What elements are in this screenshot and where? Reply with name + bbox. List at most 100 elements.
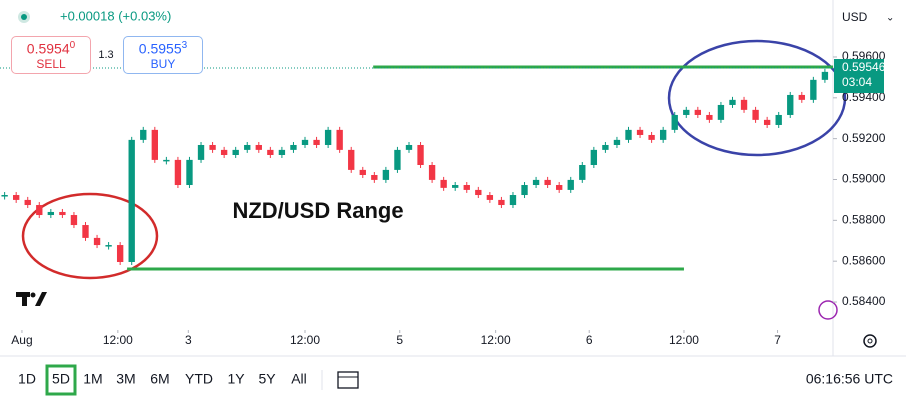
candle — [278, 149, 286, 155]
candle — [579, 165, 586, 180]
candle — [267, 149, 274, 155]
range-selected — [45, 364, 77, 396]
x-tick-label: 5 — [396, 333, 403, 347]
candle — [475, 189, 482, 196]
candle — [24, 199, 31, 206]
candle — [313, 139, 320, 145]
x-tick-label: 7 — [774, 333, 781, 347]
buy-price: 0.5955 — [138, 40, 182, 57]
candle — [648, 134, 655, 140]
settings-icon[interactable] — [863, 334, 877, 348]
candle — [452, 185, 459, 188]
last-price-box — [834, 59, 884, 94]
x-tick-label: 12:00 — [290, 333, 320, 347]
compare-icon[interactable] — [337, 371, 359, 389]
currency-select[interactable]: USD — [842, 10, 868, 24]
candle — [359, 169, 366, 176]
price-change: +0.00018 (+0.03%) — [60, 8, 171, 23]
x-tick-label: 12:00 — [481, 333, 511, 347]
annotation-circle — [667, 39, 847, 157]
candle — [116, 245, 124, 262]
x-tick-label: 3 — [185, 333, 192, 347]
candle — [636, 129, 644, 135]
candle — [232, 149, 239, 155]
candle — [521, 185, 528, 196]
candle — [244, 144, 251, 150]
candle — [140, 129, 147, 140]
candle — [810, 79, 817, 100]
candle — [151, 129, 158, 160]
candle — [659, 129, 667, 140]
alert-icon[interactable] — [818, 300, 838, 320]
candle — [775, 114, 782, 125]
candle — [93, 237, 101, 246]
annotation-circle — [21, 192, 159, 280]
candle — [740, 99, 748, 110]
dropdown-arrow[interactable]: ⌄ — [886, 13, 894, 24]
candle — [324, 129, 332, 145]
buy-pip: 3 — [181, 40, 188, 51]
candle — [197, 144, 205, 160]
x-tick-label: 6 — [586, 333, 593, 347]
range-button[interactable]: YTD — [185, 371, 213, 387]
candle — [371, 175, 378, 180]
candle — [290, 144, 297, 150]
candle — [706, 114, 713, 120]
range-button[interactable]: 6M — [150, 371, 169, 387]
candle — [220, 149, 228, 155]
candle — [382, 169, 390, 180]
y-tick-label: 0.58800 — [842, 213, 886, 227]
candle — [556, 185, 563, 190]
buy-label: BUY — [150, 56, 176, 71]
candle — [440, 179, 447, 188]
y-tick-label: 0.59400 — [842, 90, 886, 104]
y-tick-label: 0.58600 — [842, 253, 886, 267]
candle — [255, 144, 262, 150]
candle — [163, 159, 170, 162]
candle — [59, 211, 66, 216]
candle — [798, 94, 805, 100]
x-tick-label: 12:00 — [103, 333, 133, 347]
candle — [1, 195, 8, 197]
candle — [567, 179, 574, 190]
sell-button[interactable]: 0.59540 SELL — [11, 36, 91, 74]
candle — [82, 225, 89, 238]
buy-button[interactable]: 0.59553 BUY — [123, 36, 203, 74]
candle — [763, 119, 771, 125]
x-tick-label: Aug — [11, 333, 32, 347]
range-button[interactable]: 1Y — [227, 371, 245, 387]
candle — [209, 144, 216, 150]
candle — [486, 195, 494, 200]
candle — [417, 144, 424, 165]
candle — [36, 205, 43, 216]
candle — [405, 144, 413, 150]
candle — [105, 245, 112, 247]
countdown: 03:04 — [842, 75, 872, 89]
candle — [590, 149, 598, 165]
candle — [752, 109, 759, 120]
candle — [694, 109, 702, 115]
candle — [821, 71, 829, 80]
candle — [683, 109, 690, 115]
candle — [717, 104, 725, 120]
sell-label: SELL — [36, 56, 66, 71]
range-button[interactable]: 3M — [116, 371, 135, 387]
range-button[interactable]: 1D — [18, 371, 36, 387]
candle — [128, 139, 135, 262]
candle — [602, 144, 609, 150]
y-tick-label: 0.58400 — [842, 294, 886, 308]
annotation-title: NZD/USD Range — [232, 198, 403, 223]
range-button[interactable]: 5D — [52, 371, 70, 387]
candle — [301, 139, 309, 145]
range-button[interactable]: 1M — [83, 371, 102, 387]
candle — [348, 149, 355, 170]
range-button[interactable]: All — [291, 371, 307, 387]
clock: 06:16:56 UTC — [806, 371, 893, 387]
range-button[interactable]: 5Y — [258, 371, 276, 387]
candle — [70, 215, 78, 226]
sell-pip: 0 — [69, 40, 76, 51]
candle — [47, 211, 55, 216]
candle — [186, 159, 193, 186]
